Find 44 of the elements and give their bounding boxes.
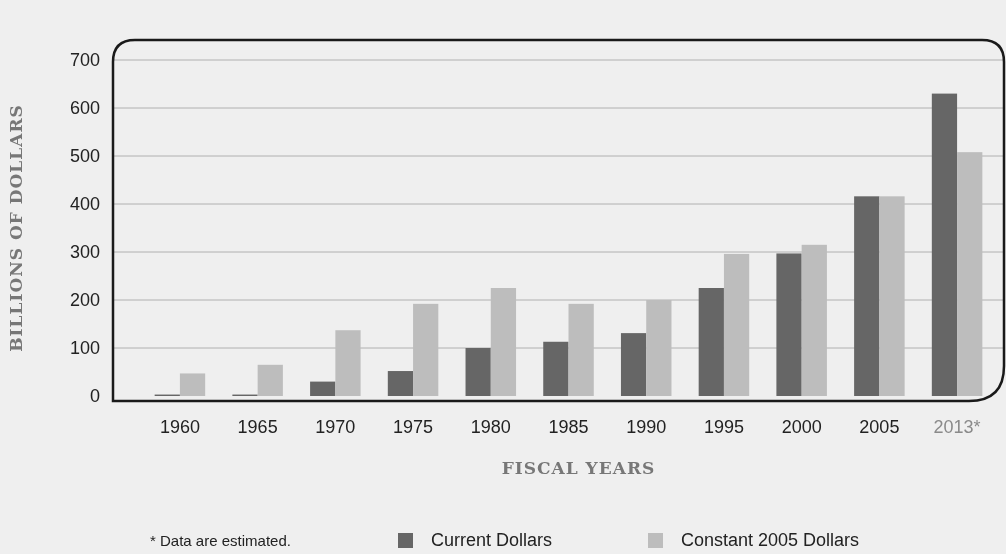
x-tick-label: 1980 (470, 417, 511, 437)
x-tick-label: 2005 (859, 417, 900, 437)
bar (543, 341, 569, 396)
bar (413, 303, 439, 396)
bar (257, 364, 283, 396)
bar (465, 348, 491, 396)
bar (698, 288, 724, 396)
bar (310, 381, 336, 396)
y-tick-label: 500 (69, 146, 100, 167)
bar (776, 253, 802, 396)
x-tick-label: 1985 (548, 417, 589, 437)
bar (879, 196, 905, 396)
x-tick-label: 1970 (315, 417, 356, 437)
y-tick-label: 400 (69, 194, 100, 215)
y-tick-label: 700 (69, 50, 100, 71)
bar (854, 196, 880, 396)
bar (568, 303, 594, 396)
x-tick-label: 1990 (626, 417, 667, 437)
bar (387, 371, 414, 396)
bar (801, 244, 827, 396)
y-tick-label: 200 (69, 290, 100, 311)
bar (620, 333, 647, 396)
y-tick-label: 300 (69, 242, 100, 263)
bar (931, 93, 958, 396)
bar (957, 152, 983, 396)
bar (723, 253, 750, 396)
y-tick-label: 0 (89, 386, 100, 407)
x-tick-label: 1960 (159, 417, 200, 437)
bar (335, 330, 361, 396)
x-tick-label: 1965 (237, 417, 278, 437)
text: * Data are estimated. (150, 532, 291, 549)
bar (179, 373, 206, 396)
legend-label: Current Dollars (431, 530, 553, 550)
x-axis-title: FISCAL YEARS (501, 458, 656, 478)
x-tick-label: 1975 (393, 417, 434, 437)
x-tick-label: 2013* (933, 417, 981, 437)
legend-label: Constant 2005 Dollars (681, 530, 860, 550)
y-axis-title: BILLIONS OF DOLLARS (6, 104, 26, 352)
x-tick-label: 2000 (781, 417, 822, 437)
bar (490, 288, 517, 396)
x-tick-label: 1995 (703, 417, 744, 437)
y-tick-label: 100 (69, 338, 100, 359)
y-tick-label: 600 (69, 98, 100, 119)
bar (646, 300, 672, 396)
